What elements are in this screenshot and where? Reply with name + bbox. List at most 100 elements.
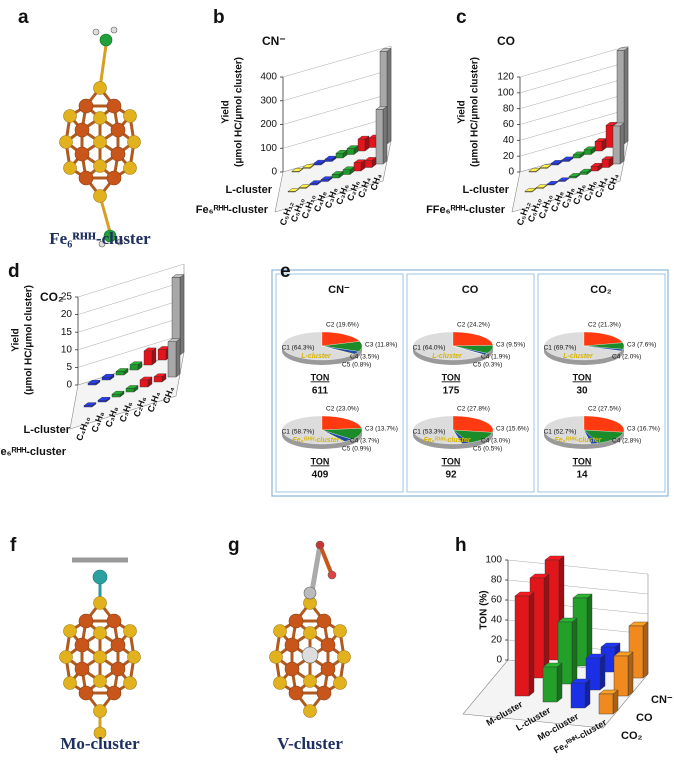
pie-slice (583, 345, 624, 352)
grid-line (282, 45, 392, 78)
bond (98, 44, 108, 89)
atom (337, 650, 351, 664)
atom (127, 135, 141, 149)
bar (353, 162, 362, 172)
slice-label: C3 (11.8%) (365, 342, 397, 349)
ton-label: TON (573, 372, 592, 382)
bar (324, 158, 333, 162)
pie-name: L-cluster (432, 353, 463, 360)
slice-label: C5 (0.5%) (473, 446, 502, 453)
y-axis-label: Yield (11, 328, 22, 352)
panel-label: f (10, 535, 17, 556)
y-tick-label: 100 (260, 143, 277, 154)
atom (320, 661, 336, 677)
y-tick-label: 20 (503, 151, 515, 162)
y-axis-label: (μmol HC/μmol cluster) (234, 57, 245, 167)
slice-label: C3 (7.6%) (627, 342, 656, 349)
ton-label: TON (573, 456, 592, 466)
slice-label: C3 (9.5%) (496, 342, 525, 349)
bar (594, 141, 603, 152)
panel-label: g (228, 535, 240, 556)
slice-label: C2 (23.0%) (326, 406, 359, 413)
bar (298, 187, 307, 189)
atom (93, 111, 107, 125)
slice-label: C5 (0.9%) (342, 446, 371, 453)
legend-label: Fe₆ᴿᴴᴴ-cluster (0, 446, 67, 458)
atom (316, 685, 332, 701)
atom (123, 109, 137, 123)
bar-side (599, 653, 606, 691)
ton-label: TON (442, 456, 461, 466)
bar (528, 171, 537, 173)
atom (284, 637, 300, 653)
bar (550, 163, 559, 166)
bar (331, 174, 340, 179)
atom (93, 159, 107, 173)
pie-column-frame (537, 273, 666, 493)
bar (605, 125, 614, 148)
bar (313, 162, 322, 166)
pie-slice (412, 415, 462, 445)
atom (74, 661, 90, 677)
y-tick-label: 400 (260, 72, 277, 83)
bar-side (623, 47, 629, 145)
atom (93, 674, 107, 688)
grid-line (282, 93, 392, 125)
slice-label: C4 (2.0%) (612, 354, 641, 361)
pie-slice (583, 429, 599, 444)
pie-name: Fe₆ᴿᴴᴴ-cluster (424, 437, 472, 444)
bar (83, 405, 93, 408)
y-tick-label: 60 (503, 119, 515, 130)
pie-column-frame (406, 273, 535, 493)
slice-label: C4 (3.0%) (481, 438, 510, 445)
bar (153, 376, 163, 383)
pie-slice (543, 415, 592, 445)
atom (74, 122, 90, 138)
ton-value: 92 (445, 470, 457, 481)
slice-label: C3 (15.6%) (496, 426, 529, 433)
chart-title: CN⁻ (262, 34, 286, 48)
atom (78, 685, 94, 701)
pie-slice (583, 331, 624, 347)
atom (78, 613, 94, 629)
grid-line (519, 93, 629, 125)
slice-label: C3 (13.7%) (365, 426, 398, 433)
bar (514, 595, 530, 697)
atom (93, 189, 107, 203)
atom (123, 676, 137, 690)
atom (63, 109, 77, 123)
pie-slice (281, 415, 344, 445)
pie-name: L-cluster (301, 353, 332, 360)
slice-label: C4 (3.5%) (350, 354, 379, 361)
bar (368, 137, 377, 148)
legend-label: CO₂ (621, 730, 643, 742)
atom (116, 238, 124, 246)
bar (613, 655, 629, 697)
bar-side (179, 274, 185, 356)
pie-slice (321, 345, 355, 355)
bar (125, 388, 135, 393)
bar (291, 171, 300, 173)
ton-label: TON (311, 456, 330, 466)
bar (97, 400, 107, 403)
slice-label: C2 (27.8%) (457, 406, 490, 413)
pie-slice (281, 331, 354, 361)
slice-label: C1 (69.7%) (544, 345, 577, 352)
bar (546, 184, 555, 186)
grid-line (282, 117, 392, 149)
y-tick-label: 100 (497, 87, 514, 98)
atom (110, 637, 126, 653)
bar (115, 371, 125, 376)
bar (167, 341, 177, 378)
atom (333, 624, 347, 638)
bar-side (528, 591, 535, 697)
bar (612, 125, 621, 165)
grid-line (77, 334, 185, 368)
atom (106, 685, 122, 701)
atom (320, 637, 336, 653)
bar (111, 393, 121, 398)
chart-title: CO₂ (40, 290, 63, 304)
pie-slice (412, 331, 485, 361)
slice-label: C1 (64.3%) (282, 345, 315, 352)
pie-name: L-cluster (563, 353, 594, 360)
